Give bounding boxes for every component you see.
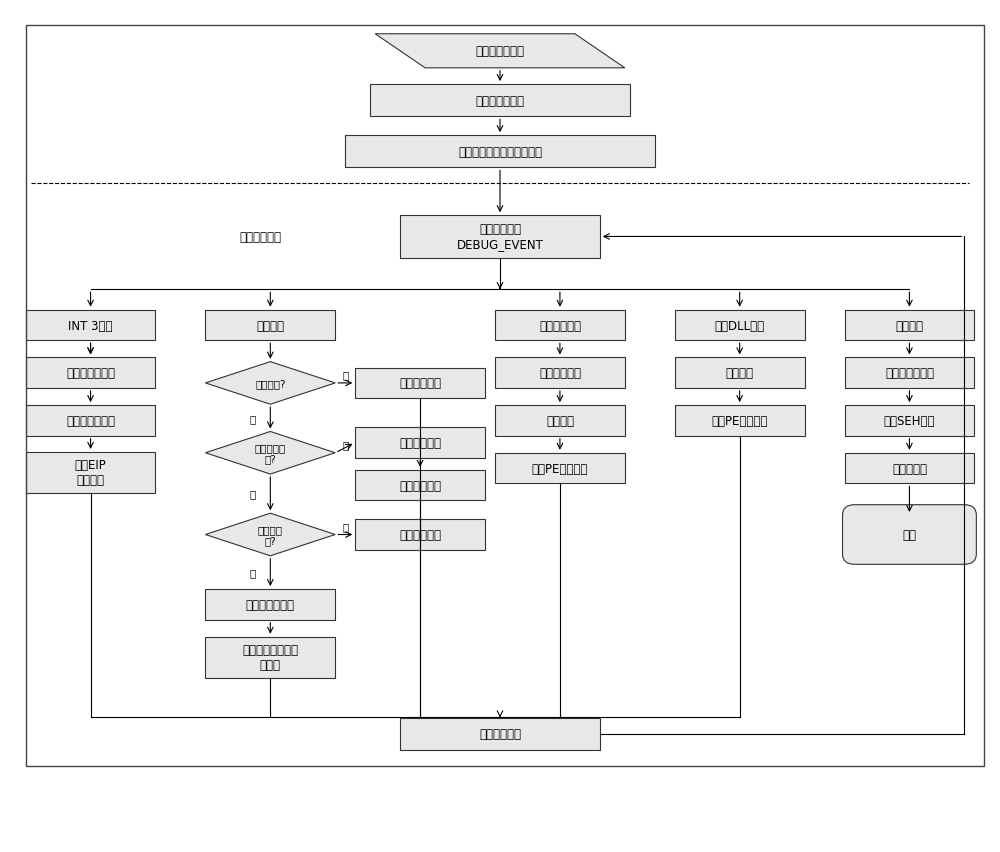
FancyBboxPatch shape xyxy=(495,453,625,484)
Text: 是起始断
点?: 是起始断 点? xyxy=(258,524,283,545)
Text: 保存断点上下文: 保存断点上下文 xyxy=(66,414,115,428)
FancyBboxPatch shape xyxy=(26,310,155,341)
FancyBboxPatch shape xyxy=(495,406,625,436)
Text: 加载DLL事件: 加载DLL事件 xyxy=(715,320,765,332)
Text: 设置下一基本块断
点位置: 设置下一基本块断 点位置 xyxy=(242,643,298,671)
Text: 记录堆信息: 记录堆信息 xyxy=(892,462,927,475)
Text: 记录异常点信息: 记录异常点信息 xyxy=(885,366,934,380)
Text: 设置断点: 设置断点 xyxy=(726,366,754,380)
Text: 恢复EIP
设定单步: 恢复EIP 设定单步 xyxy=(75,458,106,486)
FancyBboxPatch shape xyxy=(370,85,630,118)
Text: 设置内存断点: 设置内存断点 xyxy=(399,528,441,541)
Text: 来自监视断
点?: 来自监视断 点? xyxy=(255,442,286,464)
Text: 设置断点: 设置断点 xyxy=(546,414,574,428)
Polygon shape xyxy=(205,362,335,405)
FancyBboxPatch shape xyxy=(26,452,155,493)
Text: 是: 是 xyxy=(342,440,348,450)
FancyBboxPatch shape xyxy=(355,520,485,550)
FancyBboxPatch shape xyxy=(845,310,974,341)
FancyBboxPatch shape xyxy=(400,216,600,258)
Text: 记录PE文件信息: 记录PE文件信息 xyxy=(532,462,588,475)
Text: INT 3中断: INT 3中断 xyxy=(68,320,113,332)
Text: 记录内存数据: 记录内存数据 xyxy=(399,377,441,390)
Text: 显示断点信息: 显示断点信息 xyxy=(399,479,441,492)
FancyBboxPatch shape xyxy=(845,453,974,484)
FancyBboxPatch shape xyxy=(843,505,976,565)
Text: 否: 否 xyxy=(249,567,255,578)
FancyBboxPatch shape xyxy=(26,358,155,389)
FancyBboxPatch shape xyxy=(355,368,485,399)
Text: 获取线程信息: 获取线程信息 xyxy=(539,366,581,380)
Text: 记录PE文件信息: 记录PE文件信息 xyxy=(711,414,768,428)
Text: 否: 否 xyxy=(249,489,255,499)
FancyBboxPatch shape xyxy=(355,428,485,458)
Text: 异常中断: 异常中断 xyxy=(895,320,923,332)
FancyBboxPatch shape xyxy=(26,406,155,436)
Text: 调试事件循环: 调试事件循环 xyxy=(239,231,281,244)
FancyBboxPatch shape xyxy=(675,310,805,341)
Text: 内存断点?: 内存断点? xyxy=(255,378,286,389)
Text: 记录当前基本块: 记录当前基本块 xyxy=(246,598,295,611)
Polygon shape xyxy=(375,35,625,69)
FancyBboxPatch shape xyxy=(205,590,335,620)
FancyBboxPatch shape xyxy=(675,358,805,389)
Text: 获得调试事件
DEBUG_EVENT: 获得调试事件 DEBUG_EVENT xyxy=(457,223,543,251)
Text: 启动被调试进程: 启动被调试进程 xyxy=(476,45,524,58)
FancyBboxPatch shape xyxy=(495,358,625,389)
FancyBboxPatch shape xyxy=(205,310,335,341)
Polygon shape xyxy=(205,514,335,556)
Text: 重置监视断点: 重置监视断点 xyxy=(399,436,441,450)
Text: 否: 否 xyxy=(249,413,255,423)
FancyBboxPatch shape xyxy=(355,470,485,501)
FancyBboxPatch shape xyxy=(845,406,974,436)
Text: 根据用户配置设置调试断点: 根据用户配置设置调试断点 xyxy=(458,146,542,158)
Text: 初始化调试数据: 初始化调试数据 xyxy=(476,95,524,107)
Polygon shape xyxy=(205,432,335,475)
FancyBboxPatch shape xyxy=(675,406,805,436)
Text: 记录SEH信息: 记录SEH信息 xyxy=(884,414,935,428)
FancyBboxPatch shape xyxy=(495,310,625,341)
Text: 结束: 结束 xyxy=(902,528,916,541)
Text: 恢复运行状态: 恢复运行状态 xyxy=(479,728,521,740)
Text: 是: 是 xyxy=(342,521,348,532)
FancyBboxPatch shape xyxy=(400,717,600,750)
FancyBboxPatch shape xyxy=(205,637,335,678)
Text: 创建线程事件: 创建线程事件 xyxy=(539,320,581,332)
FancyBboxPatch shape xyxy=(345,136,655,168)
Text: 单步中断: 单步中断 xyxy=(256,320,284,332)
FancyBboxPatch shape xyxy=(845,358,974,389)
Text: 是: 是 xyxy=(342,370,348,380)
Text: 还原断点原指令: 还原断点原指令 xyxy=(66,366,115,380)
